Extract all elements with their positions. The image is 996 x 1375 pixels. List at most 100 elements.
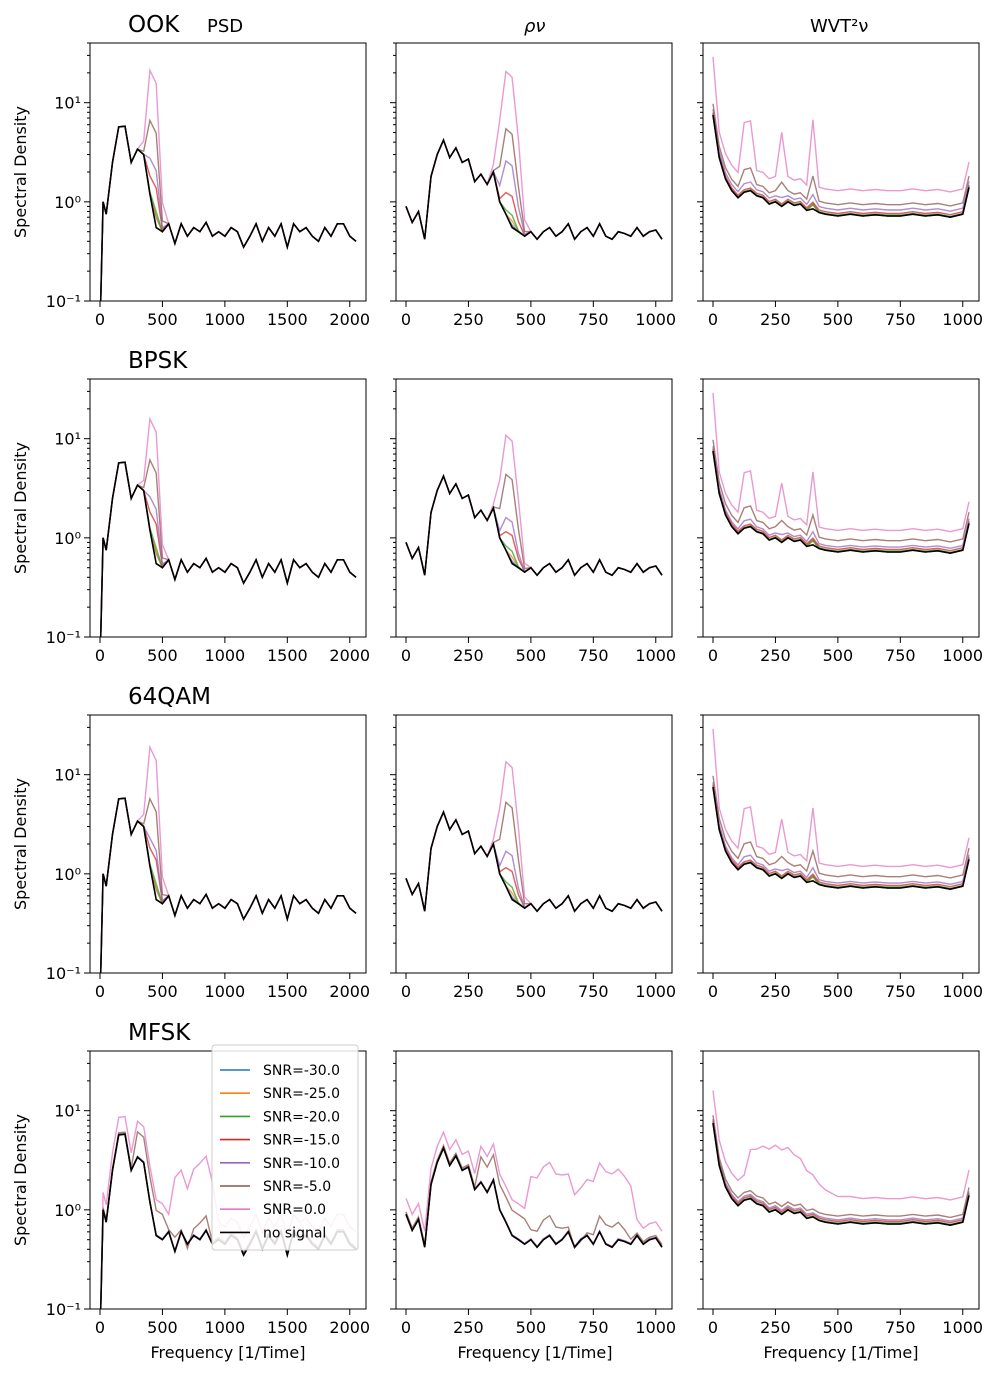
series-line-snr-10-0 [100, 797, 357, 973]
series-line-no-signal [405, 137, 663, 241]
series-line-snr-30-0 [405, 810, 663, 913]
axes-frame [395, 1050, 673, 1310]
x-tick-label: 500 [147, 982, 178, 1001]
x-tick-label: 1000 [942, 982, 983, 1001]
series-line-snr-10-0 [405, 474, 663, 577]
series-line-snr-0-0 [100, 67, 357, 301]
x-tick-label: 1000 [942, 646, 983, 665]
x-tick-label: 1000 [942, 310, 983, 329]
x-tick-label: 750 [885, 982, 916, 1001]
x-tick-label: 1000 [205, 646, 246, 665]
series-line-snr-10-0 [100, 461, 357, 637]
series-line-snr-25-0 [405, 138, 663, 241]
x-tick-label: 750 [578, 646, 609, 665]
x-tick-label: 1000 [635, 310, 676, 329]
row-title-bpsk: BPSK [128, 348, 188, 374]
x-tick-label: 0 [95, 982, 105, 1001]
legend-box [211, 1044, 359, 1251]
x-tick-label: 500 [147, 646, 178, 665]
series-line-snr-20-0 [405, 474, 663, 577]
series-line-snr-10-0 [712, 446, 970, 550]
x-tick-label: 0 [708, 310, 718, 329]
series-line-snr-5-0 [405, 1143, 663, 1250]
axes-frame [702, 1050, 980, 1310]
x-tick-label: 0 [708, 982, 718, 1001]
x-axis-labels: Frequency [1/Time] Frequency [1/Time] Fr… [151, 1343, 919, 1362]
panel-64qam-psd: 10⁻¹ 10⁰ 10¹ 0 500 1000 1500 2000 [46, 714, 370, 1001]
series-line-snr-20-0 [712, 786, 970, 890]
x-tick-label: 250 [760, 1318, 791, 1337]
series-line-snr-10-0 [405, 810, 663, 913]
series-line-no-signal [99, 125, 357, 301]
x-tick-label: 500 [823, 310, 854, 329]
series-line-snr-25-0 [712, 450, 970, 554]
column-title-psd: PSD [207, 16, 243, 37]
x-tick-label: 2000 [329, 646, 370, 665]
series-line-snr-25-0 [405, 1146, 663, 1249]
series-line-snr-15-0 [100, 125, 357, 301]
x-tick-label: 500 [823, 646, 854, 665]
series-line-snr-15-0 [712, 784, 970, 888]
x-tick-label: 1000 [635, 646, 676, 665]
series-line-snr-20-0 [100, 125, 357, 301]
panel-ook-wvt: 0 250 500 750 1000 [697, 42, 983, 329]
series-line-snr-20-0 [712, 1122, 970, 1226]
panel-mfsk-rho: 0 250 500 750 1000 [390, 1050, 676, 1337]
x-tick-label: 750 [578, 1318, 609, 1337]
y-tick-label: 10¹ [54, 1102, 81, 1121]
series-line-snr-30-0 [405, 474, 663, 577]
series-line-no-signal [712, 1122, 970, 1227]
x-tick-label: 2000 [329, 1318, 370, 1337]
y-tick-label: 10⁰ [54, 1201, 81, 1220]
series-line-snr-5-0 [100, 796, 357, 973]
series-line-snr-5-0 [712, 775, 970, 879]
x-tick-label: 750 [885, 646, 916, 665]
y-axis-label: Spectral Density [11, 442, 30, 574]
panel-64qam-wvt: 0 250 500 750 1000 [697, 714, 983, 1001]
x-tick-label: 1000 [205, 310, 246, 329]
series-line-snr-10-0 [712, 1118, 970, 1222]
series-line-no-signal [99, 461, 357, 637]
series-line-snr-0-0 [100, 744, 357, 973]
row-title-64qam: 64QAM [128, 684, 211, 710]
series-line-snr-15-0 [405, 474, 663, 577]
y-tick-label: 10⁰ [54, 529, 81, 548]
x-tick-label: 250 [760, 982, 791, 1001]
series-line-snr-5-0 [712, 439, 970, 543]
x-axis-label: Frequency [1/Time] [458, 1343, 613, 1362]
column-title-wvt: WVT²ν [810, 16, 868, 37]
legend-label: SNR=-25.0 [263, 1086, 340, 1102]
row-title-mfsk: MFSK [128, 1020, 191, 1046]
series-line-snr-0-0 [712, 56, 970, 193]
series-line-snr-25-0 [100, 797, 357, 973]
series-line-snr-10-0 [405, 1145, 663, 1248]
x-tick-label: 0 [95, 310, 105, 329]
series-line-snr-25-0 [100, 461, 357, 637]
y-tick-label: 10⁰ [54, 193, 81, 212]
series-line-snr-30-0 [712, 1122, 970, 1226]
x-tick-label: 0 [401, 310, 411, 329]
series-line-no-signal [712, 114, 970, 219]
series-line-snr-0-0 [405, 760, 663, 913]
x-tick-label: 750 [885, 310, 916, 329]
x-tick-label: 250 [453, 1318, 484, 1337]
series-line-snr-10-0 [100, 125, 357, 301]
series-line-snr-20-0 [405, 138, 663, 241]
panel-mfsk-wvt: 0 250 500 750 1000 [697, 1050, 983, 1337]
legend-label: SNR=0.0 [263, 1202, 326, 1218]
series-line-snr-5-0 [100, 118, 357, 301]
series-line-snr-5-0 [405, 800, 663, 913]
axes-frame [89, 378, 367, 638]
y-axis-label: Spectral Density [11, 778, 30, 910]
series-line-snr-15-0 [100, 461, 357, 637]
x-tick-label: 500 [516, 1318, 547, 1337]
series-line-snr-30-0 [712, 786, 970, 890]
legend-label: no signal [263, 1225, 326, 1241]
panel-ook-psd: 10⁻¹ 10⁰ 10¹ 0 500 1000 1500 2000 [46, 42, 370, 329]
x-tick-label: 0 [708, 1318, 718, 1337]
y-tick-label: 10⁻¹ [46, 1300, 81, 1319]
series-line-snr-30-0 [712, 450, 970, 554]
x-tick-label: 0 [95, 646, 105, 665]
x-tick-label: 750 [578, 310, 609, 329]
